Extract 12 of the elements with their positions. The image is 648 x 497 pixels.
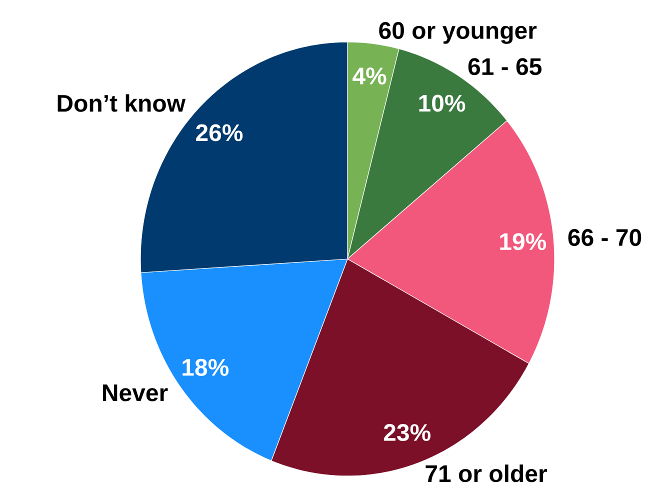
slice-label: 71 or older xyxy=(426,464,547,482)
slice-label: 60 or younger xyxy=(379,22,537,44)
slice-label: 61 - 65 xyxy=(468,58,542,76)
data-label: 23% xyxy=(384,424,430,442)
data-label: 4% xyxy=(352,68,386,84)
slice-label: Never xyxy=(103,384,168,402)
data-label: 19% xyxy=(500,233,546,250)
slice-label: 66 - 70 xyxy=(568,229,642,246)
data-label: 18% xyxy=(182,358,229,376)
slice-label: Don’t know xyxy=(58,94,186,112)
data-label: 10% xyxy=(419,94,466,112)
data-label: 26% xyxy=(196,124,243,142)
